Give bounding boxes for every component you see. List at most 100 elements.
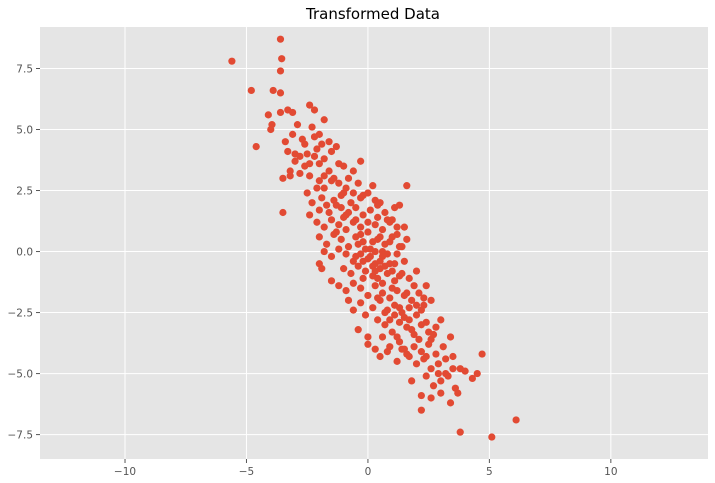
y-tick-label: 7.5 [16,63,33,75]
data-point [412,301,421,309]
data-point [366,252,374,261]
data-point [337,235,345,243]
x-tick-label: 5 [486,466,493,478]
data-point [468,374,476,383]
data-point [335,221,343,229]
data-point [449,365,457,373]
data-point [332,228,340,236]
data-point [420,294,428,302]
data-point [429,382,438,390]
data-point [315,177,323,185]
data-point [444,372,452,380]
data-point [325,167,333,175]
data-point [393,333,401,341]
data-point [349,189,357,197]
data-point [408,296,416,304]
data-point [276,89,285,97]
data-point [357,157,365,165]
data-point [371,221,379,229]
data-point [369,182,377,190]
data-point [342,286,350,295]
data-point [342,250,350,258]
data-point [310,106,319,114]
data-point [364,333,372,341]
data-point [320,247,328,256]
data-point [398,345,406,353]
data-point [410,343,418,351]
data-point [378,289,387,297]
data-point [313,184,321,192]
data-point [395,318,404,326]
data-point [405,352,413,361]
data-point [417,406,425,414]
data-point [393,223,401,231]
data-point [374,201,382,209]
data-point [315,233,323,241]
data-point [434,369,442,378]
data-point [374,213,382,221]
data-point [386,294,394,302]
data-point [327,216,336,224]
data-point [366,206,374,214]
data-point [376,233,384,241]
data-point [412,267,421,275]
data-point [439,343,447,351]
data-point [422,372,430,380]
data-point [247,86,255,95]
y-axis-ticks: −7.5 −5.0 −2.5 0.0 2.5 5.0 7.5 [8,63,40,442]
data-point [383,216,391,224]
data-point [388,267,396,275]
data-point [391,260,399,268]
data-point [315,206,323,214]
data-point [315,160,323,168]
data-point [335,179,343,187]
data-point [310,152,319,160]
data-point [374,294,382,302]
chart-title: Transformed Data [305,5,440,23]
data-point [303,150,311,158]
data-point [354,240,362,248]
data-point [386,238,394,246]
data-point [276,108,285,117]
data-point [359,191,367,200]
data-point [361,267,370,275]
data-point [276,67,285,75]
data-point [347,269,355,278]
data-point [415,335,423,344]
data-point [427,296,435,304]
data-point [391,311,399,319]
data-point [371,282,379,290]
data-points [228,35,520,441]
data-point [456,428,464,436]
data-point [296,169,304,178]
data-point [442,355,450,363]
x-tick-label: −5 [239,466,254,478]
data-point [376,352,384,361]
data-point [313,145,321,153]
data-point [374,274,382,282]
data-point [461,367,469,375]
data-point [320,172,328,180]
data-point [359,211,367,219]
data-point [403,235,411,243]
data-point [276,35,285,43]
data-point [293,121,302,129]
data-point [344,296,353,304]
data-point [371,345,379,353]
data-point [357,299,365,307]
data-point [313,218,321,226]
data-point [344,174,353,182]
data-point [388,284,396,292]
data-point [417,306,425,314]
data-point [364,291,372,300]
x-tick-label: −10 [114,466,136,478]
data-point [349,167,357,175]
data-point [381,262,389,270]
y-tick-label: −5.0 [8,369,34,381]
y-tick-label: −7.5 [8,430,34,442]
data-point [374,316,382,324]
data-point [354,326,362,334]
data-point [405,316,413,324]
data-point [228,57,236,65]
data-point [306,211,314,219]
